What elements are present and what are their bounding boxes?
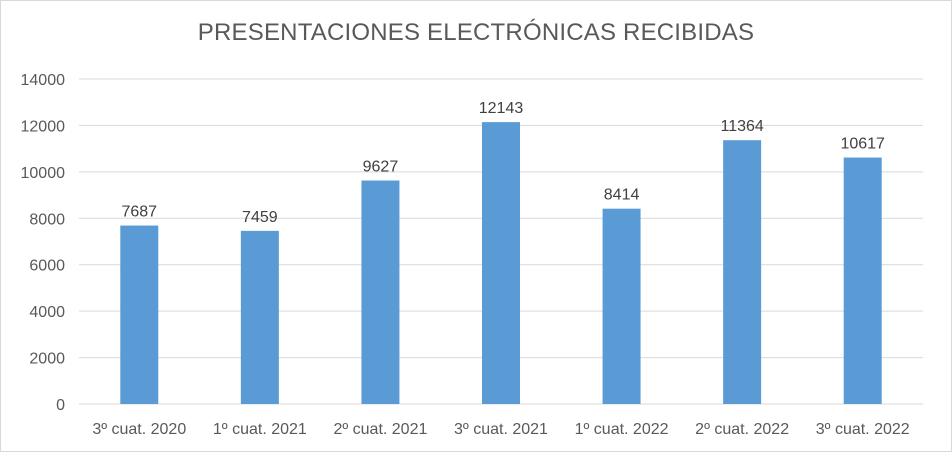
y-axis-ticks: 0 2000 4000 6000 8000 10000 12000 14000: [21, 72, 66, 414]
x-axis-ticks: 3º cuat. 2020 1º cuat. 2021 2º cuat. 2021 3…: [92, 421, 909, 438]
y-tick-label: 8000: [29, 211, 65, 228]
bar: [723, 140, 762, 404]
y-tick-label: 14000: [21, 72, 66, 89]
chart-title: PRESENTACIONES ELECTRÓNICAS RECIBIDAS: [197, 19, 755, 46]
data-label: 10617: [840, 136, 885, 153]
data-label: 9627: [363, 159, 399, 176]
bar: [361, 180, 400, 404]
data-label: 11364: [720, 118, 763, 135]
x-tick-label: 1º cuat. 2021: [213, 421, 307, 438]
y-tick-label: 6000: [29, 258, 65, 275]
y-tick-label: 10000: [21, 165, 66, 182]
y-tick-label: 4000: [29, 304, 65, 321]
data-label: 7459: [242, 209, 278, 226]
y-tick-label: 2000: [29, 351, 65, 368]
bar: [843, 157, 882, 404]
x-tick-label: 3º cuat. 2021: [454, 421, 548, 438]
x-tick-label: 2º cuat. 2022: [695, 421, 789, 438]
bars: [120, 122, 882, 405]
data-label: 12143: [479, 100, 524, 117]
bar: [240, 230, 279, 404]
data-label: 7687: [121, 204, 157, 221]
x-tick-label: 3º cuat. 2020: [92, 421, 186, 438]
y-tick-label: 12000: [21, 118, 66, 135]
x-tick-label: 3º cuat. 2022: [816, 421, 910, 438]
x-tick-label: 2º cuat. 2021: [333, 421, 427, 438]
bar: [482, 122, 520, 405]
y-tick-label: 0: [56, 397, 65, 414]
bar: [602, 208, 641, 404]
data-label: 8414: [604, 187, 640, 204]
x-tick-label: 1º cuat. 2022: [575, 421, 669, 438]
data-labels: 7687 7459 9627 12143 8414 11364 10617: [121, 100, 885, 226]
bar: [120, 225, 159, 404]
